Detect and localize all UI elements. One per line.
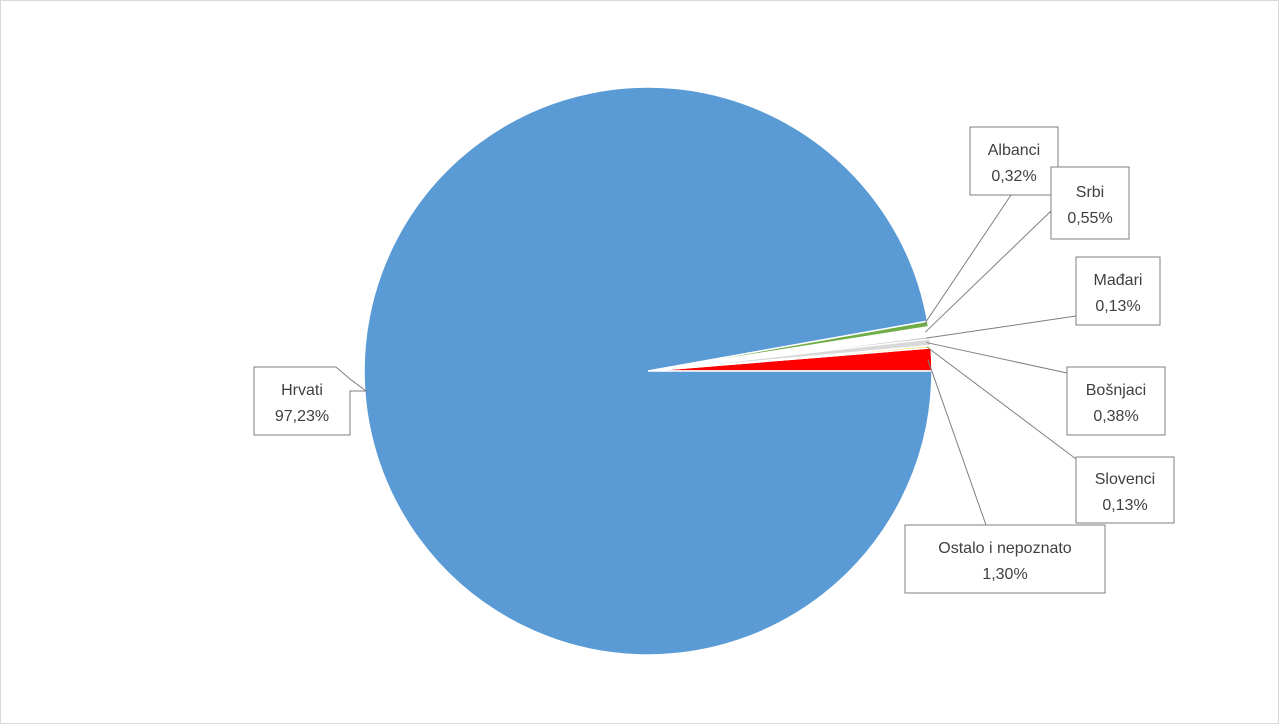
data-label-name: Bošnjaci xyxy=(1086,382,1146,399)
leader-line-slovenci xyxy=(926,346,1077,460)
data-label-name: Slovenci xyxy=(1095,471,1155,488)
data-label-name: Albanci xyxy=(988,142,1040,159)
data-label-value: 0,38% xyxy=(1093,408,1138,425)
data-label-value: 0,13% xyxy=(1095,298,1140,315)
leader-line-ostalo-i-nepoznato xyxy=(927,359,987,526)
data-label-name: Hrvati xyxy=(281,382,323,399)
data-label-name: Ostalo i nepoznato xyxy=(938,540,1072,557)
data-label-albanci: Albanci 0,32% xyxy=(969,126,1059,196)
pie-slice-hrvati xyxy=(363,86,933,656)
data-label-ostalo-i-nepoznato: Ostalo i nepoznato 1,30% xyxy=(904,524,1106,594)
data-label-value: 97,23% xyxy=(275,408,329,425)
leader-line-srbi xyxy=(924,210,1052,333)
leader-line-bo-njaci xyxy=(926,342,1068,374)
data-label-hrvati: Hrvati 97,23% xyxy=(253,366,368,436)
data-label-name: Srbi xyxy=(1076,184,1104,201)
data-label-slovenci: Slovenci 0,13% xyxy=(1075,456,1175,524)
data-label-value: 1,30% xyxy=(982,566,1027,583)
leader-line-albanci xyxy=(923,194,1012,325)
data-label-bo-njaci: Bošnjaci 0,38% xyxy=(1066,366,1166,436)
data-label-name: Mađari xyxy=(1094,272,1143,289)
data-label-value: 0,13% xyxy=(1102,497,1147,514)
data-label-ma-ari: Mađari 0,13% xyxy=(1075,256,1161,326)
leader-line-ma-ari xyxy=(925,315,1077,339)
data-label-value: 0,32% xyxy=(991,168,1036,185)
data-label-value: 0,55% xyxy=(1067,210,1112,227)
data-label-srbi: Srbi 0,55% xyxy=(1050,166,1130,240)
